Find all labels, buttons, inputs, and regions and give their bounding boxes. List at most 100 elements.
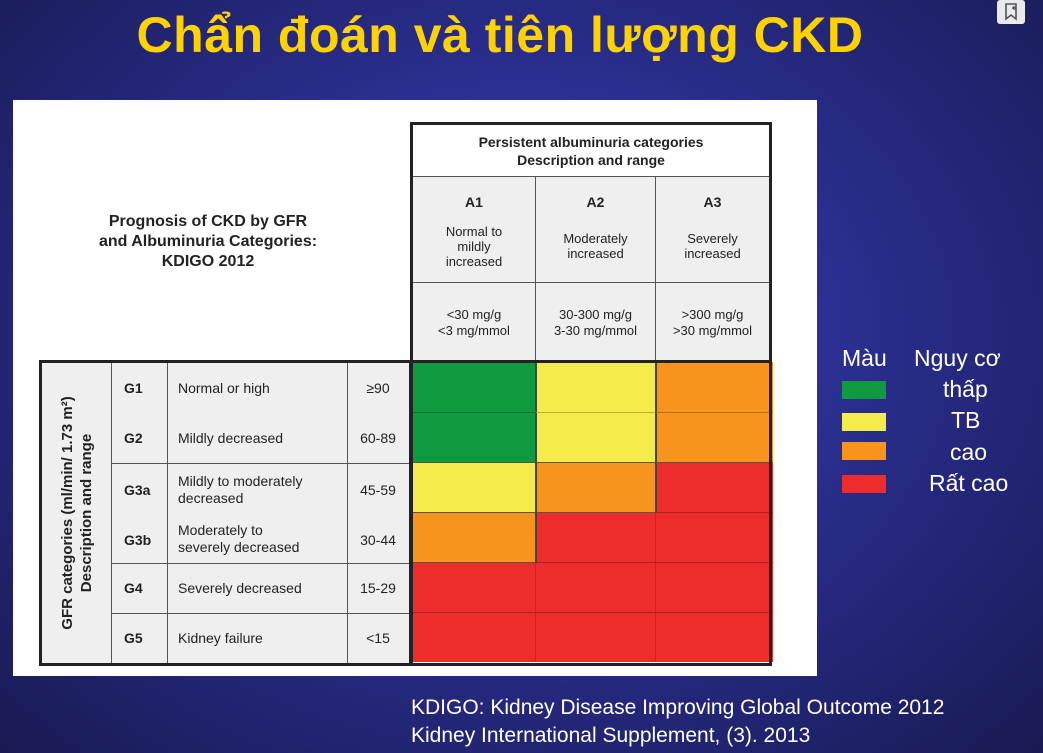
- albuminuria-range: 30-300 mg/g 3-30 mg/mmol: [536, 282, 655, 361]
- prognosis-panel: Prognosis of CKD by GFR and Albuminuria …: [13, 100, 817, 676]
- legend-swatch-high: [842, 442, 886, 460]
- risk-cell-g2-a3: [655, 412, 773, 462]
- source-citation: KDIGO: Kidney Disease Improving Global O…: [411, 694, 944, 750]
- source-line: Kidney International Supplement, (3). 20…: [411, 724, 811, 747]
- slide-title: Chẩn đoán và tiên lượng CKD: [136, 7, 864, 63]
- gfr-desc: Kidney failure: [178, 630, 263, 646]
- gfr-axis-label: GFR categories (ml/min/ 1.73 m²) Descrip…: [42, 363, 112, 663]
- albuminuria-header-box: Persistent albuminuria categories Descri…: [410, 122, 772, 364]
- desc-line: increased: [684, 246, 741, 261]
- risk-cell-g1-a2: [535, 362, 655, 412]
- axis-label-line: Description and range: [78, 433, 95, 593]
- gfr-desc: Mildly to moderately decreased: [178, 473, 303, 507]
- divider: [167, 363, 168, 663]
- desc-line: Moderately to: [178, 522, 263, 538]
- gfr-range: 45-59: [360, 482, 396, 498]
- albuminuria-code: A1: [465, 194, 483, 210]
- desc-line: Normal to: [445, 224, 503, 239]
- risk-cell-g3a-a3: [655, 462, 773, 512]
- legend-label-low: thấp: [943, 376, 988, 402]
- panel-title-line: KDIGO 2012: [161, 253, 255, 270]
- risk-cell-g1-a3: [655, 362, 773, 412]
- albuminuria-header-line: Description and range: [517, 152, 665, 168]
- gfr-row-g3: G3a Mildly to moderately decreased 45-59…: [112, 463, 409, 563]
- risk-cell-g5-a3: [655, 612, 773, 662]
- gfr-code: G3a: [124, 482, 151, 498]
- gfr-range: 60-89: [360, 430, 396, 446]
- legend-swatch-moderate: [842, 413, 886, 431]
- gfr-code: G2: [124, 430, 143, 446]
- range-line: 30-300 mg/g: [559, 307, 632, 322]
- gfr-table: GFR categories (ml/min/ 1.73 m²) Descrip…: [39, 360, 412, 666]
- legend-label-high: cao: [950, 439, 988, 465]
- desc-line: decreased: [178, 490, 244, 506]
- gfr-code: G5: [124, 630, 143, 646]
- gfr-range: 30-44: [360, 532, 396, 548]
- panel-title: Prognosis of CKD by GFR and Albuminuria …: [88, 212, 328, 272]
- albuminuria-column-a2: A2 Moderately increased 30-300 mg/g 3-30…: [536, 177, 656, 361]
- risk-cell-g3b-a3: [655, 512, 773, 562]
- gfr-code: G4: [124, 580, 143, 596]
- albuminuria-desc: Moderately increased: [536, 231, 655, 261]
- albuminuria-header: Persistent albuminuria categories Descri…: [413, 125, 769, 177]
- risk-cell-g3a-a2: [535, 462, 655, 512]
- albuminuria-range: >300 mg/g >30 mg/mmol: [656, 282, 769, 361]
- risk-cell-g2-a1: [412, 412, 535, 462]
- risk-cell-g3b-a2: [535, 512, 655, 562]
- risk-cell-g4-a3: [655, 562, 773, 612]
- gfr-desc: Severely decreased: [178, 580, 302, 596]
- legend-label-moderate: TB: [951, 407, 981, 433]
- bookmark-button[interactable]: [997, 0, 1025, 24]
- desc-line: Mildly to moderately: [178, 473, 303, 489]
- legend-risk-header: Nguy cơ: [914, 345, 1001, 371]
- legend-swatch-low: [842, 381, 886, 399]
- risk-cell-g4-a1: [412, 562, 535, 612]
- gfr-row-g5: G5 Kidney failure <15: [112, 613, 409, 663]
- risk-matrix: [412, 362, 773, 666]
- desc-line: increased: [445, 254, 503, 269]
- albuminuria-column-a3: A3 Severely increased >300 mg/g >30 mg/m…: [656, 177, 769, 361]
- gfr-desc: Normal or high: [178, 380, 270, 396]
- albuminuria-column-a1: A1 Normal to mildly increased <30 mg/g <…: [413, 177, 536, 361]
- range-line: <30 mg/g: [446, 307, 502, 322]
- panel-title-line: and Albuminuria Categories:: [98, 233, 318, 250]
- axis-label-line: GFR categories (ml/min/ 1.73 m²): [59, 396, 76, 630]
- risk-cell-g3b-a1: [412, 512, 535, 562]
- gfr-range: 15-29: [360, 580, 396, 596]
- risk-cell-g3a-a1: [412, 462, 535, 512]
- desc-line: increased: [567, 246, 624, 261]
- albuminuria-range: <30 mg/g <3 mg/mmol: [413, 282, 535, 361]
- risk-cell-g5-a2: [535, 612, 655, 662]
- range-line: >300 mg/g: [681, 307, 744, 322]
- albuminuria-code: A3: [703, 194, 722, 210]
- albuminuria-header-line: Persistent albuminuria categories: [478, 134, 704, 150]
- gfr-desc: Mildly decreased: [178, 430, 284, 446]
- desc-line: Moderately: [563, 231, 628, 246]
- bookmark-icon: [1005, 3, 1017, 21]
- desc-line: mildly: [457, 239, 491, 254]
- desc-line: severely decreased: [178, 539, 300, 555]
- desc-line: Severely: [687, 231, 738, 246]
- source-line: KDIGO: Kidney Disease Improving Global O…: [411, 696, 945, 719]
- albuminuria-desc: Severely increased: [656, 231, 769, 261]
- gfr-code: G1: [124, 380, 143, 396]
- risk-cell-g1-a1: [412, 362, 535, 412]
- gfr-desc: Moderately to severely decreased: [178, 522, 299, 556]
- legend-swatch-very-high: [842, 475, 886, 493]
- albuminuria-desc: Normal to mildly increased: [413, 224, 535, 269]
- risk-cell-g5-a1: [412, 612, 535, 662]
- albuminuria-code: A2: [586, 194, 605, 210]
- legend-label-very-high: Rất cao: [929, 470, 1009, 496]
- panel-title-line: Prognosis of CKD by GFR: [108, 213, 308, 230]
- gfr-range: ≥90: [366, 380, 390, 396]
- range-line: <3 mg/mmol: [438, 323, 510, 338]
- gfr-axis-label-text: GFR categories (ml/min/ 1.73 m²) Descrip…: [58, 396, 96, 629]
- divider: [347, 363, 348, 663]
- gfr-row-g1-g2: G1 Normal or high ≥90 G2 Mildly decrease…: [112, 363, 409, 463]
- legend-color-header: Màu: [842, 345, 887, 371]
- risk-cell-g4-a2: [535, 562, 655, 612]
- gfr-code: G3b: [124, 532, 152, 548]
- gfr-row-g4: G4 Severely decreased 15-29: [112, 563, 409, 613]
- risk-cell-g2-a2: [535, 412, 655, 462]
- range-line: >30 mg/mmol: [672, 323, 753, 338]
